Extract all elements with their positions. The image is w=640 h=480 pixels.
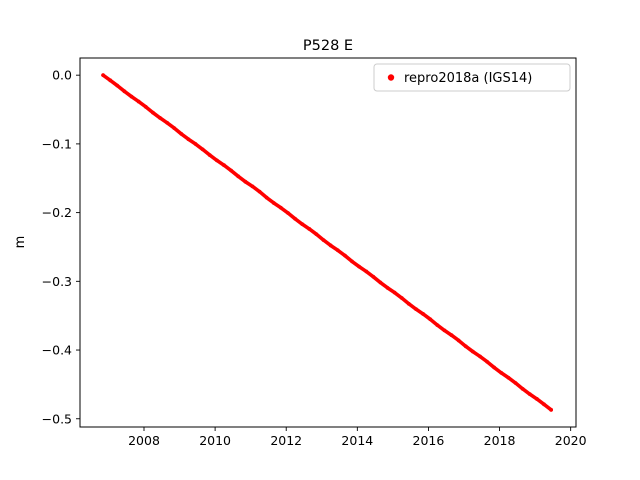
y-tick-label: −0.5 [42, 411, 72, 426]
data-point [542, 402, 546, 407]
data-point [520, 386, 525, 391]
data-point [506, 375, 511, 380]
data-point [499, 371, 504, 375]
data-series-group [101, 73, 554, 412]
y-tick-label: −0.1 [42, 136, 72, 151]
data-point [129, 94, 134, 99]
data-point [179, 132, 184, 136]
x-tick-label: 2008 [128, 433, 160, 448]
data-point [399, 296, 404, 300]
data-point [392, 290, 397, 295]
data-point [271, 201, 276, 205]
data-point [200, 147, 205, 152]
data-point [357, 264, 362, 269]
data-point [150, 110, 155, 115]
legend-label: repro2018a (IGS14) [404, 71, 532, 86]
data-point [492, 365, 497, 370]
data-point [222, 163, 226, 168]
data-point [165, 120, 170, 125]
x-tick-label: 2010 [199, 433, 231, 448]
data-point [527, 392, 532, 397]
data-point [207, 153, 212, 157]
data-point [293, 216, 298, 221]
chart-title: P528 E [303, 38, 353, 54]
data-point [250, 184, 255, 189]
y-tick-label: −0.2 [42, 205, 72, 220]
y-tick-label: −0.3 [42, 274, 72, 289]
data-point [456, 338, 461, 343]
data-point [172, 126, 177, 130]
y-axis-ticks-group: 0.0 −0.1 −0.2 −0.3 −0.4 −0.5 [42, 68, 80, 426]
data-point [314, 232, 319, 237]
data-point [278, 205, 283, 210]
data-point [186, 137, 191, 142]
data-point [335, 248, 340, 253]
data-point [364, 269, 369, 274]
data-point [421, 312, 426, 316]
data-point [442, 328, 447, 333]
y-tick-label: 0.0 [52, 68, 72, 83]
data-point [236, 174, 241, 179]
data-point [350, 259, 354, 264]
data-point [321, 238, 326, 242]
y-axis-label: m [13, 236, 28, 249]
data-point [158, 116, 162, 120]
series-line [101, 73, 553, 412]
data-point [143, 104, 148, 109]
data-point [264, 195, 269, 200]
data-point [463, 344, 468, 349]
data-point [414, 307, 418, 312]
data-point [122, 89, 127, 94]
data-point [108, 78, 113, 83]
data-point [286, 211, 290, 215]
data-point [549, 407, 554, 412]
data-point [406, 301, 411, 306]
legend-box [373, 63, 571, 92]
data-point [449, 333, 454, 338]
data-point [342, 253, 347, 258]
data-point [513, 381, 518, 385]
y-tick-label: −0.4 [42, 343, 72, 358]
data-point [478, 354, 482, 359]
x-axis-ticks-group: 2008 2010 2012 2014 2016 2018 2020 [128, 427, 587, 448]
data-point [214, 158, 219, 163]
data-point [371, 274, 376, 279]
x-tick-label: 2012 [270, 433, 302, 448]
data-point [428, 317, 433, 322]
axes-spines [79, 57, 577, 428]
x-tick-label: 2018 [484, 433, 516, 448]
data-point [243, 179, 248, 184]
data-point [115, 83, 120, 88]
x-tick-label: 2016 [413, 433, 445, 448]
data-point [435, 323, 440, 327]
data-point [193, 142, 198, 146]
data-point [229, 168, 234, 173]
data-point [136, 99, 141, 104]
data-point [485, 359, 490, 364]
legend: repro2018a (IGS14) [373, 63, 571, 92]
data-point [534, 397, 539, 401]
x-tick-label: 2020 [555, 433, 587, 448]
data-point [307, 227, 312, 231]
data-point [385, 285, 390, 290]
data-point [470, 349, 475, 354]
x-tick-label: 2014 [341, 433, 373, 448]
data-point [101, 73, 106, 78]
data-point [378, 280, 383, 285]
data-point [257, 189, 262, 194]
data-point [300, 222, 305, 227]
data-point [328, 243, 333, 248]
legend-marker-icon [387, 74, 395, 81]
